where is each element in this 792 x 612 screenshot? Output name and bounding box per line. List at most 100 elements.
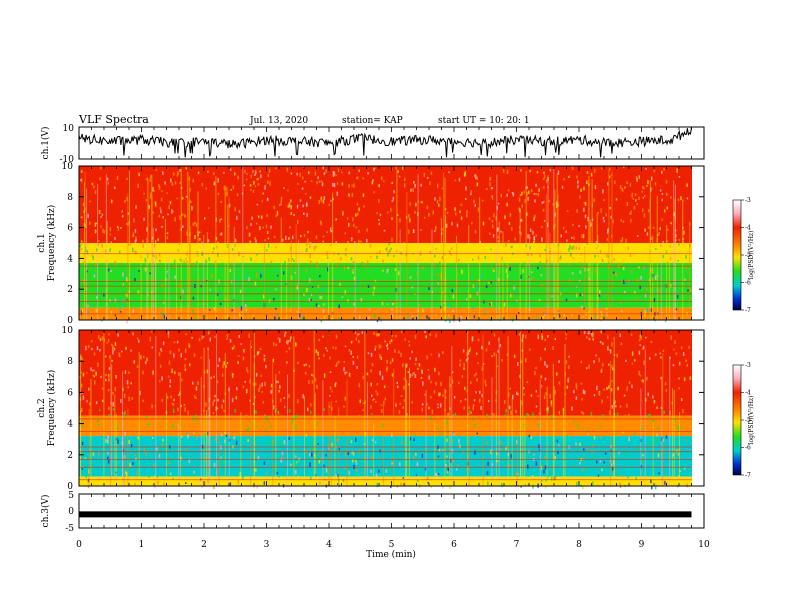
spectral-speckle (267, 180, 269, 185)
spectral-speckle (189, 188, 191, 192)
spectral-speckle (185, 195, 188, 198)
sferic-streak (111, 364, 113, 486)
spectral-speckle (317, 176, 319, 180)
spectral-speckle (110, 343, 113, 347)
spectral-speckle (85, 249, 87, 253)
spectral-speckle (590, 222, 592, 227)
spectral-speckle (559, 422, 561, 425)
spectral-speckle (456, 223, 459, 228)
spectral-speckle (101, 243, 103, 248)
sferic-streak (539, 379, 541, 486)
spectral-speckle (216, 380, 219, 384)
spectral-speckle (520, 169, 522, 172)
spectral-speckle (583, 307, 586, 310)
spectral-speckle (258, 388, 260, 392)
spectral-speckle (660, 244, 662, 247)
spectral-speckle (371, 181, 374, 185)
spectral-speckle (331, 433, 333, 437)
spectral-speckle (414, 183, 416, 188)
spectral-speckle (318, 305, 320, 307)
spectral-speckle (318, 460, 321, 464)
spectral-speckle (675, 352, 678, 356)
spectral-speckle (281, 417, 284, 420)
spectral-speckle (124, 275, 126, 280)
spectral-speckle (376, 212, 378, 215)
spectral-speckle (318, 199, 321, 205)
spectral-speckle (382, 310, 384, 314)
spectral-speckle (647, 392, 650, 397)
spectral-speckle (176, 172, 179, 177)
sferic-streak (189, 176, 191, 320)
spectral-speckle (322, 287, 324, 291)
spectral-speckle (276, 268, 278, 273)
spectral-speckle (643, 187, 645, 190)
spectral-speckle (279, 204, 281, 206)
spectral-speckle (242, 385, 245, 389)
spectral-speckle (687, 289, 689, 292)
spectral-speckle (180, 378, 183, 382)
spectral-speckle (575, 385, 578, 390)
spectral-speckle (469, 263, 471, 266)
spectral-speckle (356, 333, 359, 337)
spectral-speckle (108, 367, 111, 371)
spectral-speckle (666, 206, 669, 210)
spectral-speckle (173, 341, 176, 344)
spectral-speckle (105, 378, 107, 382)
spectral-speckle (279, 385, 281, 389)
spectral-speckle (627, 476, 629, 479)
spectral-speckle (204, 434, 207, 438)
spectral-speckle (336, 191, 339, 196)
spectral-speckle (234, 207, 236, 212)
spectral-speckle (255, 239, 257, 243)
spectral-speckle (452, 309, 454, 313)
spectral-speckle (669, 356, 671, 359)
spectral-speckle (93, 185, 95, 189)
spectral-speckle (261, 382, 264, 387)
spectral-speckle (557, 170, 560, 175)
spectral-speckle (171, 209, 173, 214)
sferic-streak (468, 422, 470, 486)
spectral-speckle (111, 359, 113, 362)
spectral-speckle (661, 218, 663, 221)
spectral-speckle (311, 373, 313, 377)
spectral-speckle (161, 190, 163, 193)
spectral-speckle (606, 238, 609, 241)
spectral-speckle (379, 449, 381, 453)
spectral-speckle (506, 169, 509, 175)
spectral-speckle (432, 210, 435, 215)
spectral-speckle (520, 485, 522, 488)
spectral-speckle (262, 401, 265, 404)
spectral-speckle (397, 350, 400, 354)
spectral-speckle (426, 205, 429, 210)
spectral-speckle (369, 255, 372, 258)
spectral-speckle (642, 347, 644, 350)
spectral-speckle (382, 259, 384, 263)
spectral-speckle (157, 238, 159, 241)
spectral-speckle (303, 293, 305, 296)
spectral-speckle (379, 354, 381, 359)
spectral-speckle (290, 205, 292, 210)
spectral-speckle (565, 360, 568, 364)
spectral-speckle (336, 263, 338, 268)
spectral-speckle (244, 313, 247, 317)
spectral-speckle (543, 469, 545, 474)
spectral-speckle (265, 249, 268, 252)
spectral-speckle (260, 270, 263, 275)
spectral-speckle (624, 414, 627, 419)
spectral-speckle (649, 413, 651, 418)
spectral-speckle (253, 180, 255, 185)
spectral-speckle (327, 256, 329, 259)
spectral-speckle (169, 472, 172, 476)
spectral-speckle (241, 464, 243, 469)
time-tick-label: 3 (264, 540, 270, 550)
spectral-speckle (560, 234, 562, 238)
spectral-speckle (343, 367, 345, 372)
spectral-speckle (92, 255, 94, 260)
spectral-speckle (216, 407, 219, 410)
spectral-speckle (118, 352, 121, 357)
spectral-speckle (97, 242, 99, 246)
spectral-speckle (458, 439, 460, 444)
spectral-speckle (496, 459, 498, 463)
spectral-speckle (392, 302, 394, 305)
spectral-speckle (294, 462, 297, 467)
